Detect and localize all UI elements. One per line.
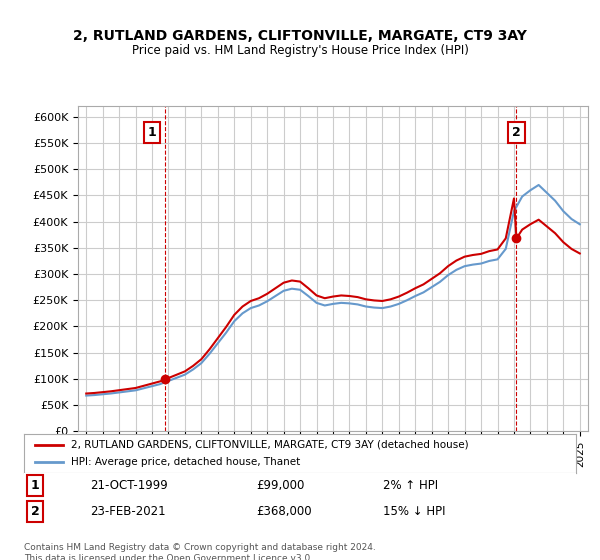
Text: 21-OCT-1999: 21-OCT-1999: [90, 479, 168, 492]
Text: 1: 1: [148, 126, 157, 139]
Text: £368,000: £368,000: [256, 505, 311, 518]
Text: 23-FEB-2021: 23-FEB-2021: [90, 505, 166, 518]
Text: Contains HM Land Registry data © Crown copyright and database right 2024.
This d: Contains HM Land Registry data © Crown c…: [24, 543, 376, 560]
Text: HPI: Average price, detached house, Thanet: HPI: Average price, detached house, Than…: [71, 457, 300, 467]
Text: 15% ↓ HPI: 15% ↓ HPI: [383, 505, 445, 518]
Text: 2% ↑ HPI: 2% ↑ HPI: [383, 479, 438, 492]
Text: 2, RUTLAND GARDENS, CLIFTONVILLE, MARGATE, CT9 3AY (detached house): 2, RUTLAND GARDENS, CLIFTONVILLE, MARGAT…: [71, 440, 469, 450]
Text: 2: 2: [512, 126, 521, 139]
Text: 2, RUTLAND GARDENS, CLIFTONVILLE, MARGATE, CT9 3AY: 2, RUTLAND GARDENS, CLIFTONVILLE, MARGAT…: [73, 29, 527, 44]
Text: Price paid vs. HM Land Registry's House Price Index (HPI): Price paid vs. HM Land Registry's House …: [131, 44, 469, 57]
Text: 1: 1: [31, 479, 40, 492]
Text: 2: 2: [31, 505, 40, 518]
Text: £99,000: £99,000: [256, 479, 304, 492]
